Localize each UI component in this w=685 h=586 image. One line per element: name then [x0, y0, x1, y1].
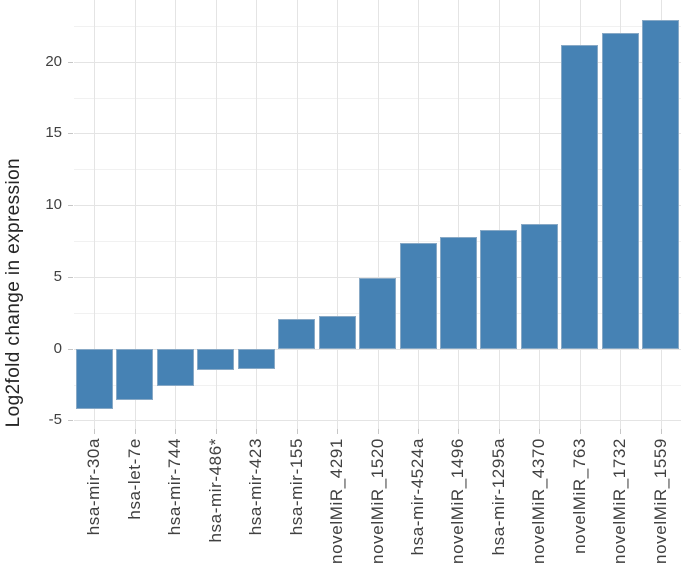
x-tick-label: hsa-mir-744	[165, 438, 185, 536]
bar	[561, 44, 599, 349]
y-tick-mark	[68, 420, 73, 422]
gridline-major-vertical	[94, 0, 96, 429]
x-tick-mark	[296, 429, 298, 434]
y-tick-label: 5	[53, 267, 62, 285]
bar	[278, 318, 316, 349]
x-tick-mark	[579, 429, 581, 434]
bar	[399, 242, 437, 349]
x-tick-label: novelMiR_1732	[610, 438, 630, 564]
gridline-major-vertical	[418, 0, 419, 429]
x-tick-label: hsa-mir-423	[246, 438, 266, 536]
gridline-major-vertical	[215, 0, 217, 429]
y-tick-mark	[68, 348, 73, 350]
x-tick-mark	[660, 429, 662, 434]
x-tick-mark	[418, 429, 419, 434]
x-tick-label: hsa-mir-4524a	[408, 438, 427, 556]
x-tick-mark	[94, 429, 96, 434]
gridline-major-vertical	[175, 0, 177, 429]
x-tick-label: novelMiR_1496	[448, 438, 468, 564]
gridline-major-vertical	[256, 0, 258, 429]
x-tick-label: novelMiR_4370	[529, 438, 549, 564]
bar	[237, 348, 275, 369]
y-tick-label: 0	[53, 339, 62, 357]
gridline-major-vertical	[134, 0, 136, 429]
y-tick-mark	[68, 61, 73, 63]
gridline-major-vertical	[296, 0, 298, 429]
x-tick-label: novelMiR_4291	[327, 438, 346, 564]
y-tick-label: 15	[45, 124, 62, 142]
gridline-major-vertical	[539, 0, 541, 429]
bar	[156, 348, 194, 386]
x-tick-mark	[175, 429, 177, 434]
plot-panel	[74, 0, 681, 429]
y-tick-mark	[68, 133, 73, 135]
x-tick-label: hsa-mir-1295a	[488, 438, 508, 556]
y-axis-title: Log2fold change in expression	[3, 158, 24, 428]
x-tick-mark	[377, 429, 379, 434]
x-tick-mark	[498, 429, 500, 434]
x-tick-label: hsa-mir-30a	[84, 438, 104, 536]
x-tick-mark	[134, 429, 136, 434]
y-tick-label: -5	[48, 411, 62, 429]
gridline-major-vertical	[377, 0, 379, 429]
gridline-major-vertical	[458, 0, 460, 429]
bar	[197, 348, 235, 371]
y-tick-mark	[68, 276, 73, 278]
bar	[642, 20, 680, 349]
x-tick-label: hsa-mir-155	[286, 438, 306, 536]
x-tick-mark	[337, 429, 338, 434]
bar	[318, 315, 356, 349]
gridline-major-vertical	[498, 0, 500, 429]
x-tick-label: hsa-mir-486*	[205, 438, 225, 543]
y-tick-label: 10	[45, 196, 62, 214]
x-tick-label: novelMiR_1520	[367, 438, 387, 564]
bar	[359, 278, 396, 349]
x-tick-label: novelMiR_1559	[650, 438, 670, 564]
bar	[75, 348, 113, 409]
bar	[520, 223, 558, 349]
x-tick-label: hsa-let-7e	[124, 438, 144, 520]
y-tick-label: 20	[45, 52, 62, 70]
x-tick-mark	[539, 429, 541, 434]
x-tick-mark	[620, 429, 622, 434]
bar	[601, 33, 639, 349]
gridline-major-vertical	[337, 0, 338, 429]
x-tick-label: novelMiR_763	[569, 438, 589, 554]
x-tick-mark	[256, 429, 258, 434]
bar	[116, 348, 154, 401]
bar	[439, 236, 477, 349]
bar	[480, 229, 518, 349]
y-tick-mark	[68, 205, 73, 207]
x-tick-mark	[458, 429, 460, 434]
x-tick-mark	[215, 429, 217, 434]
